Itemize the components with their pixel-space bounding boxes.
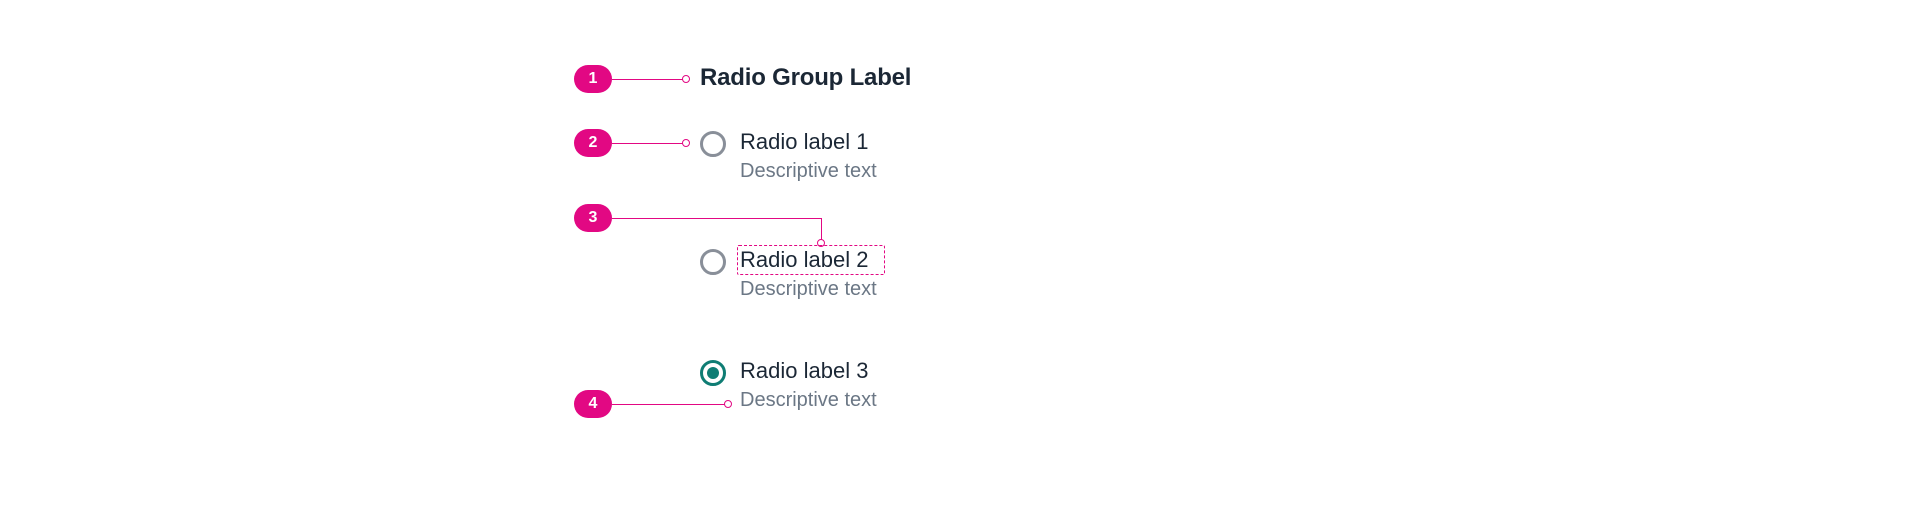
radio-option-1-description: Descriptive text bbox=[740, 159, 877, 183]
anatomy-canvas: 1 Radio Group Label 2 Radio label 1 Desc… bbox=[0, 0, 1916, 524]
radio-option-3-label: Radio label 3 bbox=[740, 358, 877, 384]
anatomy-connector-line-1 bbox=[612, 79, 686, 80]
anatomy-connector-line-4 bbox=[612, 404, 728, 405]
anatomy-connector-endpoint-2 bbox=[682, 139, 690, 147]
radio-circle-unchecked-icon bbox=[700, 131, 726, 157]
radio-option-3-description: Descriptive text bbox=[740, 388, 877, 412]
radio-option-2-description: Descriptive text bbox=[740, 277, 877, 301]
radio-text-group: Radio label 1 Descriptive text bbox=[740, 129, 877, 183]
anatomy-highlight-box bbox=[737, 245, 885, 275]
anatomy-badge-4: 4 bbox=[574, 390, 612, 418]
anatomy-connector-line-3h bbox=[612, 218, 822, 219]
anatomy-connector-line-2 bbox=[612, 143, 686, 144]
anatomy-connector-endpoint-1 bbox=[682, 75, 690, 83]
radio-circle-unchecked-icon bbox=[700, 249, 726, 275]
anatomy-badge-3: 3 bbox=[574, 204, 612, 232]
radio-text-group: Radio label 3 Descriptive text bbox=[740, 358, 877, 412]
radio-option-1[interactable]: Radio label 1 Descriptive text bbox=[700, 129, 877, 183]
anatomy-connector-endpoint-4 bbox=[724, 400, 732, 408]
anatomy-badge-1: 1 bbox=[574, 65, 612, 93]
radio-inner-dot-icon bbox=[707, 367, 719, 379]
radio-circle-checked-icon bbox=[700, 360, 726, 386]
anatomy-badge-2: 2 bbox=[574, 129, 612, 157]
radio-option-1-label: Radio label 1 bbox=[740, 129, 877, 155]
radio-group-label: Radio Group Label bbox=[700, 64, 911, 92]
